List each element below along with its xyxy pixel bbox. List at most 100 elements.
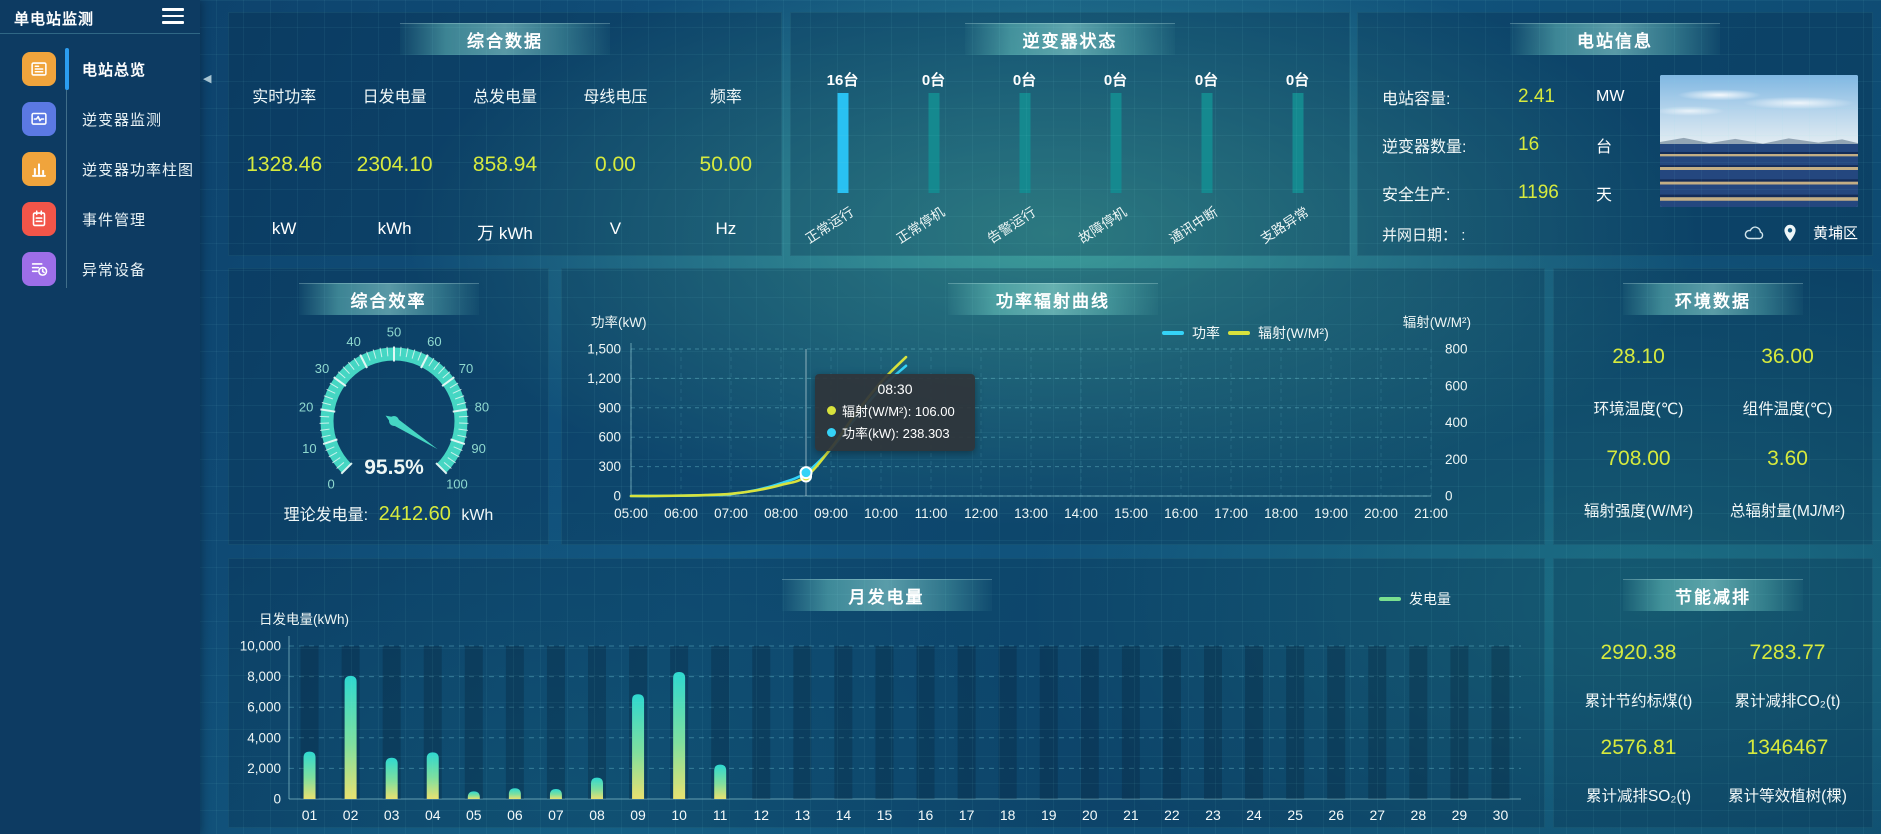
svg-text:12: 12 — [753, 807, 769, 823]
svg-text:11:00: 11:00 — [915, 506, 948, 521]
inverter-status-chart[interactable]: 16台 正常运行 0台 正常停机 0台 告警运行 0台 故障停机 0台 通讯中断 0台 支路异常 — [797, 61, 1343, 255]
svg-text:400: 400 — [1445, 415, 1468, 430]
svg-text:900: 900 — [598, 400, 621, 415]
sidebar-item-label: 异常设备 — [82, 261, 147, 279]
sidebar-item-5[interactable]: 异常设备 — [0, 244, 200, 294]
bar-day-02 — [344, 675, 357, 799]
svg-text:18: 18 — [1000, 807, 1016, 823]
sidebar-item-3[interactable]: 逆变器功率柱图 — [0, 144, 200, 194]
station-info-label: 安全生产: — [1382, 187, 1451, 204]
bar-day-10 — [673, 672, 686, 799]
metric-unit: V — [609, 219, 622, 238]
svg-text:0: 0 — [1445, 489, 1453, 504]
panel-title-curve: 功率辐射曲线 — [948, 283, 1158, 315]
inverter-count: 0台 — [921, 72, 946, 89]
svg-text:16:00: 16:00 — [1164, 506, 1198, 521]
svg-text:8,000: 8,000 — [247, 669, 281, 684]
summary-metric: 总发电量 858.94 万 kWh — [450, 69, 560, 245]
sidebar-item-1[interactable]: 电站总览 — [0, 44, 200, 94]
inverter-state-label: 正常停机 — [894, 204, 948, 247]
inverter-state-label: 通讯中断 — [1167, 204, 1221, 247]
inverter-status-item: 0台 支路异常 — [1252, 61, 1343, 255]
station-info-value: 1196 — [1518, 182, 1559, 203]
grid-date-value: : — [1461, 227, 1466, 244]
tooltip-row: 辐射(W/M²): 106.00 — [827, 401, 963, 420]
inverter-count: 16台 — [826, 72, 859, 89]
environment-stat-value: 708.00 — [1606, 447, 1671, 471]
environment-stat-value: 3.60 — [1767, 447, 1808, 471]
panel-inverter-status: 逆变器状态 16台 正常运行 0台 正常停机 0台 告警运行 0台 故障停机 0台 通讯中断 0台支… — [790, 12, 1350, 256]
environment-stat-value: 36.00 — [1761, 344, 1814, 368]
svg-text:20: 20 — [299, 400, 313, 415]
tooltip-series-dot — [827, 428, 836, 437]
sidebar-item-label: 逆变器功率柱图 — [82, 161, 195, 179]
inverter-monitor-icon — [22, 102, 56, 136]
location-name: 黄埔区 — [1812, 225, 1858, 242]
svg-text:300: 300 — [598, 459, 621, 474]
svg-text:15: 15 — [877, 807, 893, 823]
savings-stat-value: 1346467 — [1746, 735, 1829, 759]
savings-stat-value: 2920.38 — [1600, 640, 1677, 664]
panel-environment: 环境数据 28.10 36.00 环境温度(℃) 组件温度(℃) 708.00 3.60 辐… — [1553, 268, 1873, 545]
bar-day-08 — [591, 777, 603, 799]
inverter-count: 0台 — [1194, 72, 1219, 89]
tooltip-series-dot — [827, 406, 836, 415]
sidebar-item-2[interactable]: 逆变器监测 — [0, 94, 200, 144]
panel-savings: 节能减排 2920.38 7283.77 累计节约标煤(t) 累计减排CO₂(t) 25… — [1553, 558, 1873, 828]
metric-label: 实时功率 — [252, 89, 317, 106]
svg-text:30: 30 — [315, 361, 329, 376]
svg-text:6,000: 6,000 — [247, 700, 281, 715]
svg-text:25: 25 — [1287, 807, 1303, 823]
svg-text:26: 26 — [1328, 807, 1344, 823]
power-radiation-line-chart[interactable]: 05:00 06:00 07:00 08:00 09:00 10:00 11:00 12:00… — [562, 269, 1546, 546]
svg-text:09: 09 — [630, 807, 646, 823]
legend-label: 功率 — [1192, 325, 1220, 341]
svg-text:1,500: 1,500 — [587, 342, 621, 357]
weather-cloud-icon[interactable] — [1743, 224, 1767, 242]
svg-text:40: 40 — [346, 334, 360, 349]
monthly-legend[interactable]: 发电量 — [1379, 589, 1451, 609]
abnormal-device-icon — [22, 252, 56, 286]
monthly-generation-bar-chart[interactable]: 0 2,000 4,000 6,000 8,000 10,000 日发电量(kWh) 01 02… — [229, 559, 1546, 829]
svg-text:80: 80 — [475, 400, 489, 415]
hamburger-menu-icon[interactable] — [162, 8, 184, 25]
theory-generation-unit: kWh — [461, 507, 494, 524]
svg-text:600: 600 — [598, 430, 621, 445]
legend-label: 辐射(W/M²) — [1258, 325, 1329, 341]
svg-text:08: 08 — [589, 807, 605, 823]
panel-title-monthly: 月发电量 — [781, 579, 992, 611]
collapse-panel-arrow-icon[interactable]: ◀ — [203, 73, 212, 85]
theory-generation: 理论发电量: 2412.60 kWh — [229, 501, 548, 526]
svg-text:29: 29 — [1452, 807, 1468, 823]
panel-title-inverter-status: 逆变器状态 — [965, 23, 1175, 55]
svg-text:0: 0 — [613, 489, 621, 504]
svg-text:10: 10 — [302, 441, 316, 456]
summary-metric: 日发电量 2304.10 kWh — [339, 69, 449, 245]
station-info-rows: 电站容量: 2.41 MW 逆变器数量: 16 台安全生产: 1196 天 — [1382, 73, 1672, 217]
curve-legend[interactable]: 功率 辐射(W/M²) — [1162, 323, 1329, 343]
svg-text:18:00: 18:00 — [1264, 506, 1298, 521]
panel-summary: 综合数据 实时功率 1328.46 kW 日发电量 2304.10 kWh 总发电量 858.… — [228, 12, 782, 256]
inverter-bar — [928, 93, 939, 193]
sidebar-item-4[interactable]: 事件管理 — [0, 194, 200, 244]
station-info-unit: 台 — [1596, 139, 1613, 156]
station-info-unit: MW — [1596, 88, 1625, 105]
sidebar-item-label: 事件管理 — [82, 211, 147, 229]
savings-stat-label: 累计节约标煤(t) — [1584, 693, 1693, 711]
svg-text:10: 10 — [671, 807, 687, 823]
environment-stats: 28.10 36.00 环境温度(℃) 组件温度(℃) 708.00 3.60 辐射强度(W… — [1564, 331, 1862, 536]
tooltip-time: 08:30 — [877, 381, 913, 397]
panel-title-environment: 环境数据 — [1623, 283, 1803, 315]
svg-text:01: 01 — [302, 807, 318, 823]
efficiency-gauge-chart[interactable]: 0 10 20 30 40 50 60 70 80 90 100 95.5% — [229, 269, 550, 546]
location-pin-icon[interactable] — [1783, 224, 1797, 242]
metric-value: 0.00 — [594, 153, 636, 176]
svg-text:4,000: 4,000 — [247, 730, 281, 745]
bar-day-01 — [303, 751, 316, 799]
svg-text:07:00: 07:00 — [714, 506, 748, 521]
svg-text:11: 11 — [713, 807, 728, 823]
bar-day-09 — [632, 694, 645, 799]
environment-stat-label: 总辐射量(MJ/M²) — [1729, 503, 1846, 521]
station-photo — [1660, 75, 1858, 207]
